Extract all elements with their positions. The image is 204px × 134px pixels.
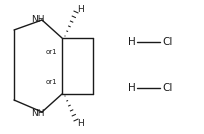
Text: H: H [77, 120, 83, 129]
Text: Cl: Cl [163, 83, 173, 93]
Text: NH: NH [31, 16, 45, 25]
Text: or1: or1 [45, 49, 57, 55]
Text: or1: or1 [45, 79, 57, 85]
Text: H: H [128, 37, 136, 47]
Text: NH: NH [31, 109, 45, 118]
Text: Cl: Cl [163, 37, 173, 47]
Text: H: H [77, 5, 83, 14]
Text: H: H [128, 83, 136, 93]
